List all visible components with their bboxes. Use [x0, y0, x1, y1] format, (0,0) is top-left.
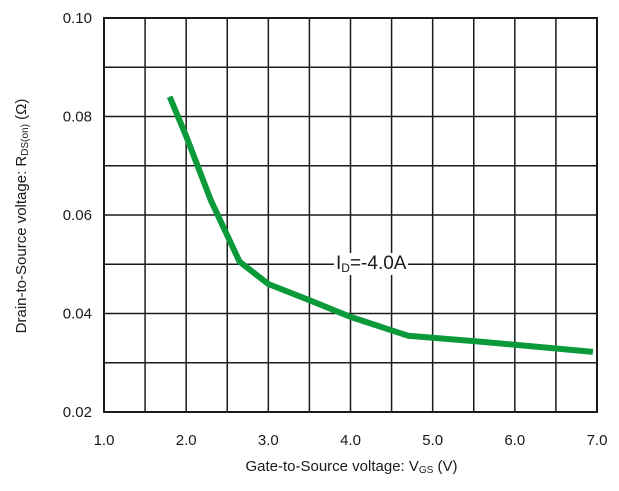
- y-tick-label: 0.10: [63, 10, 92, 27]
- x-axis-label: Gate-to-Source voltage: VGS (V): [245, 458, 458, 476]
- x-tick-label: 2.0: [176, 432, 197, 449]
- data-point: [308, 299, 310, 301]
- data-point: [185, 135, 187, 137]
- x-tick-label: 3.0: [258, 432, 279, 449]
- y-tick-label: 0.04: [63, 306, 92, 323]
- data-point: [267, 283, 269, 285]
- data-point: [407, 335, 409, 337]
- data-point: [538, 346, 540, 348]
- x-tick-label: 6.0: [504, 432, 525, 449]
- data-point: [210, 199, 212, 201]
- data-point: [239, 261, 241, 263]
- data-points: [169, 96, 594, 353]
- x-tick-label: 7.0: [587, 432, 608, 449]
- x-tick-label: 5.0: [422, 432, 443, 449]
- x-tick-label: 4.0: [340, 432, 361, 449]
- x-tick-labels: 1.0 2.0 3.0 4.0 5.0 6.0 7.0: [94, 432, 608, 449]
- data-point: [592, 351, 594, 353]
- y-tick-labels: 0.02 0.04 0.06 0.08 0.10: [63, 10, 92, 421]
- current-annotation: ID=-4.0A: [334, 253, 409, 275]
- x-tick-label: 1.0: [94, 432, 115, 449]
- data-point: [169, 96, 171, 98]
- grid-lines: [104, 18, 597, 412]
- y-tick-label: 0.06: [63, 207, 92, 224]
- plot-frame: [103, 17, 598, 413]
- y-tick-label: 0.02: [63, 404, 92, 421]
- y-tick-label: 0.08: [63, 109, 92, 126]
- y-axis-label: Drain-to-Source voltage: RDS(on) (Ω): [13, 98, 31, 334]
- data-point: [473, 340, 475, 342]
- data-point: [350, 316, 351, 318]
